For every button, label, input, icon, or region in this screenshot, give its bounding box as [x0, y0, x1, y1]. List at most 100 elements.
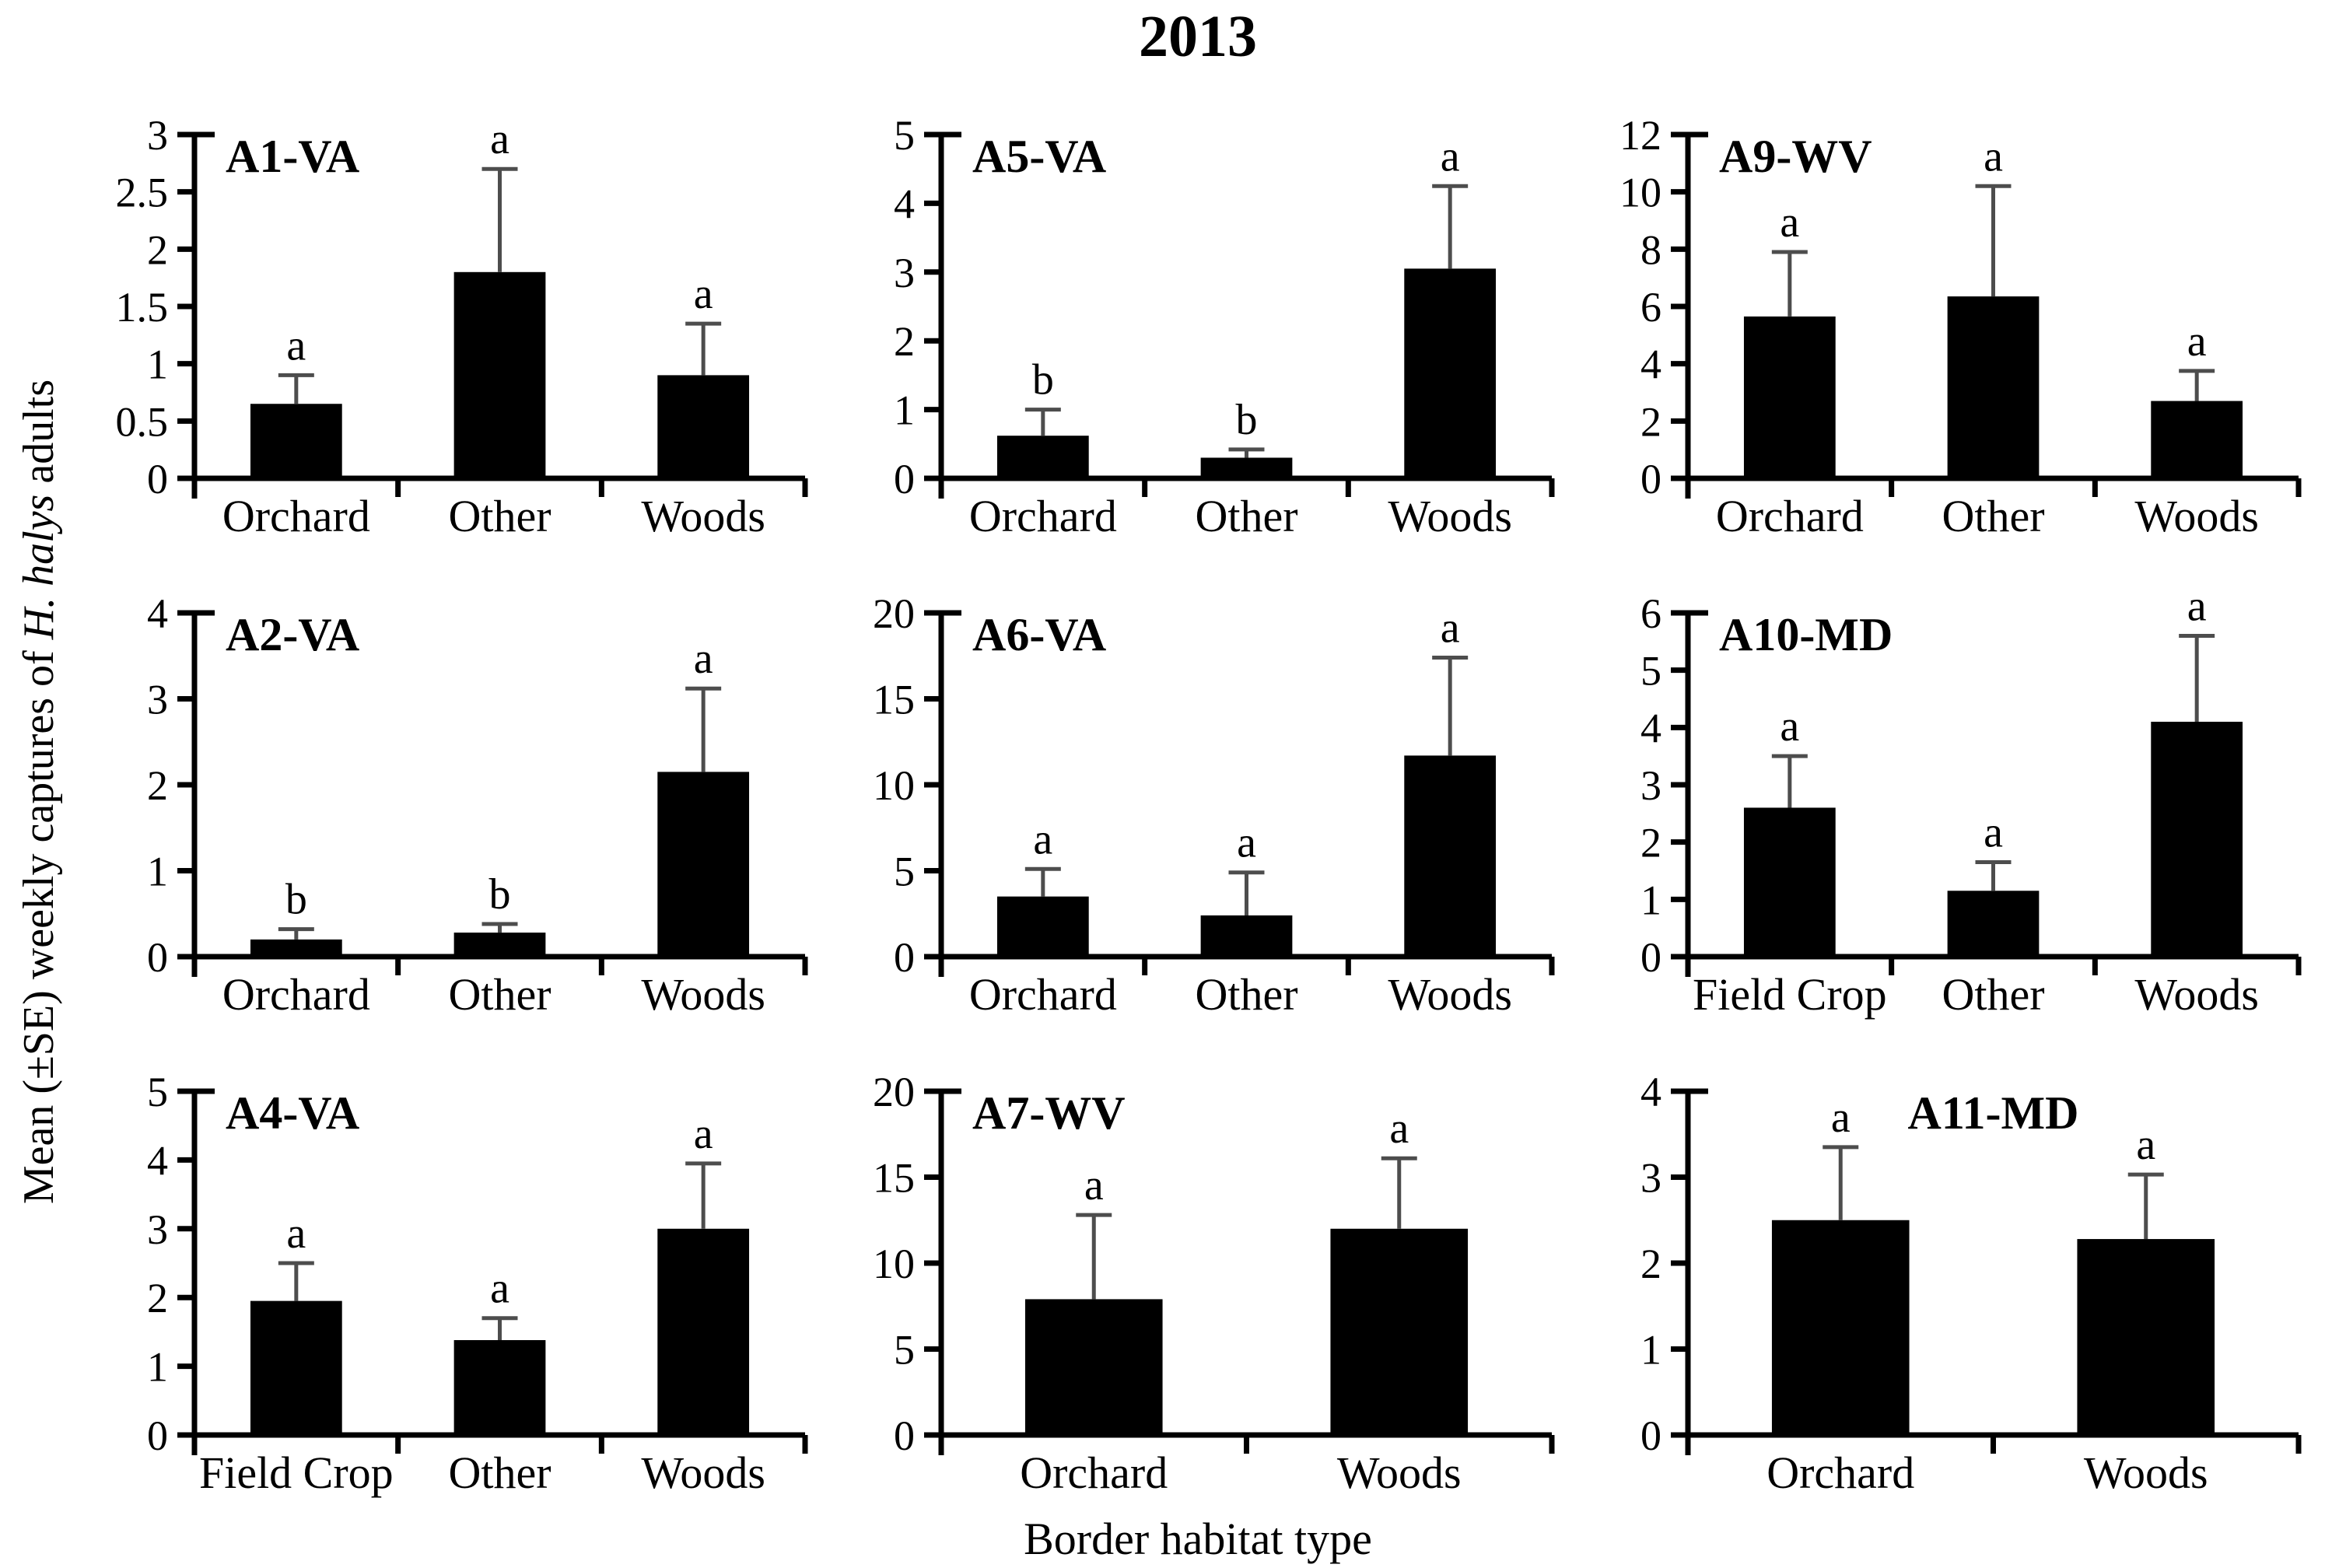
y-tick-label: 0	[1640, 456, 1661, 502]
bar-woods	[657, 375, 750, 478]
significance-letter: a	[2187, 317, 2207, 366]
bar-woods	[657, 772, 750, 957]
category-label: Woods	[1337, 1447, 1462, 1498]
bar-woods	[2151, 721, 2243, 957]
chart-svg: 0 0.5 1 1.5 2 2.5 3 a Orchard a Other a Woods A1-VA	[116, 112, 808, 541]
bar-field-crop	[250, 1300, 342, 1435]
category-label: Field Crop	[1693, 969, 1887, 1020]
y-tick-label: 0	[147, 456, 168, 502]
category-label: Woods	[2134, 491, 2259, 541]
bar-orchard	[250, 404, 342, 478]
chart-svg: 0 1 2 3 4 b Orchard b Other a Woods A2-VA	[147, 590, 808, 1020]
bar-woods	[2077, 1239, 2215, 1435]
bar-woods	[657, 1228, 750, 1435]
category-label: Woods	[2134, 969, 2259, 1020]
x-axis-label-area: Border habitat type	[78, 1509, 2318, 1568]
y-tick-label: 1	[147, 341, 168, 388]
y-tick-label: 4	[1640, 1069, 1661, 1115]
bar-orchard	[1743, 316, 1836, 478]
category-label: Orchard	[1020, 1447, 1168, 1498]
bar-other	[1200, 915, 1293, 957]
significance-letter: a	[1780, 702, 1799, 751]
y-tick-label: 0	[1640, 1412, 1661, 1459]
significance-letter: a	[1780, 198, 1799, 247]
chart-svg: 0 5 10 15 20 a Orchard a Other a Woods A6-VA	[873, 590, 1555, 1020]
y-tick-label: 6	[1640, 284, 1661, 331]
bar-other	[453, 1340, 546, 1435]
bar-woods	[1330, 1228, 1469, 1435]
category-label: Orchard	[222, 491, 370, 541]
significance-letter: a	[2187, 582, 2207, 630]
category-label: Orchard	[969, 969, 1117, 1020]
significance-letter: b	[489, 870, 511, 919]
y-tick-label: 8	[1640, 226, 1661, 273]
category-label: Woods	[641, 969, 765, 1020]
y-tick-label: 3	[1640, 1155, 1661, 1202]
y-tick-label: 0	[894, 456, 915, 502]
y-tick-label: 12	[1619, 112, 1661, 159]
chart-panel-a4-va: 0 1 2 3 4 5 a Field Crop a Other a Woods A4-VA	[78, 1031, 825, 1509]
y-tick-label: 4	[1640, 705, 1661, 751]
significance-letter: a	[694, 635, 713, 683]
significance-letter: a	[1389, 1104, 1409, 1153]
significance-letter: a	[1033, 815, 1052, 863]
chart-svg: 0 1 2 3 4 5 6 a Field Crop a Other a Woods A10-MD	[1640, 582, 2302, 1020]
category-label: Woods	[641, 1447, 765, 1498]
y-tick-label: 5	[894, 849, 915, 895]
significance-letter: b	[1032, 356, 1054, 404]
chart-svg: 0 1 2 3 4 5 a Field Crop a Other a Woods A4-VA	[147, 1069, 808, 1498]
category-label: Orchard	[1716, 491, 1864, 541]
y-tick-label: 3	[147, 677, 168, 723]
panel-label: A7-WV	[972, 1087, 1126, 1139]
y-tick-label: 3	[147, 112, 168, 159]
y-tick-label: 5	[894, 1327, 915, 1374]
y-tick-label: 1	[894, 387, 915, 434]
bar-other	[1947, 891, 2040, 957]
bar-orchard	[1024, 1299, 1163, 1435]
category-label: Other	[1942, 969, 2044, 1020]
y-axis-label-suffix: adults	[15, 379, 64, 495]
figure-title: 2013	[1139, 4, 1257, 69]
y-axis-label: Mean (±SE) weekly captures of H. halys a…	[14, 379, 64, 1203]
panel-label: A11-MD	[1908, 1087, 2079, 1139]
chart-panel-a7-wv: 0 5 10 15 20 a Orchard a Woods A7-WV	[825, 1031, 1571, 1509]
y-tick-label: 0	[147, 1412, 168, 1459]
panel-label: A2-VA	[226, 609, 359, 660]
significance-letter: a	[694, 1110, 713, 1158]
y-tick-label: 0	[894, 1412, 915, 1459]
chart-panel-a9-wv: 0 2 4 6 8 10 12 a Orchard a Other a Woods A9-WV	[1571, 74, 2318, 552]
chart-panel-a11-md: 0 1 2 3 4 a Orchard a Woods A11-MD	[1571, 1031, 2318, 1509]
bar-other	[453, 271, 546, 478]
bar-other	[453, 933, 546, 957]
category-label: Other	[448, 491, 551, 541]
y-tick-label: 1	[147, 1344, 168, 1391]
y-tick-label: 1.5	[116, 284, 169, 331]
category-label: Orchard	[1767, 1447, 1914, 1498]
bar-woods	[2151, 401, 2243, 478]
y-tick-label: 2	[894, 318, 915, 365]
bar-other	[1200, 457, 1293, 478]
y-axis-label-area: Mean (±SE) weekly captures of H. halys a…	[0, 74, 78, 1509]
bar-woods	[1404, 755, 1497, 957]
category-label: Other	[1195, 491, 1297, 541]
significance-letter: a	[490, 1265, 509, 1313]
category-label: Other	[448, 1447, 551, 1498]
category-label: Other	[1195, 969, 1297, 1020]
y-tick-label: 4	[1640, 341, 1661, 388]
y-tick-label: 3	[1640, 762, 1661, 809]
bar-woods	[1404, 268, 1497, 478]
y-axis-label-species: H. halys	[15, 494, 64, 639]
y-tick-label: 6	[1640, 590, 1661, 637]
panel-label: A5-VA	[972, 131, 1106, 182]
y-tick-label: 4	[147, 1137, 168, 1184]
chart-svg: 0 1 2 3 4 a Orchard a Woods A11-MD	[1640, 1069, 2302, 1498]
y-tick-label: 4	[147, 590, 168, 637]
category-label: Woods	[1388, 969, 1512, 1020]
x-axis-label: Border habitat type	[1024, 1513, 1372, 1564]
y-tick-label: 0.5	[116, 398, 169, 445]
bar-other	[1947, 296, 2040, 478]
y-tick-label: 4	[894, 180, 915, 227]
y-tick-label: 10	[873, 1241, 915, 1287]
significance-letter: a	[694, 270, 713, 318]
